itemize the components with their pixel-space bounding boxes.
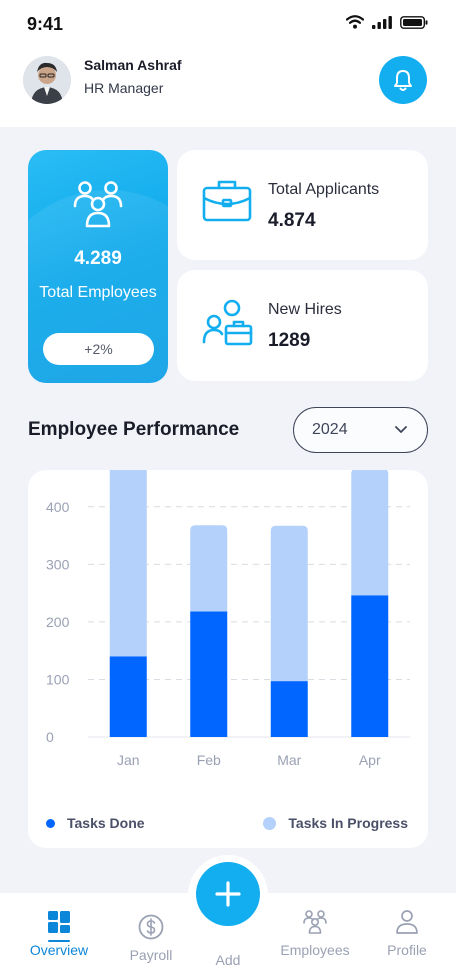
nav-label-payroll: Payroll [129, 947, 173, 963]
dollar-icon [138, 914, 164, 940]
legend-swatch-progress [263, 816, 277, 830]
chevron-down-icon [395, 426, 407, 433]
new-hire-icon [202, 299, 253, 346]
nav-add[interactable]: Add [188, 918, 268, 968]
nav-profile[interactable]: Profile [367, 908, 447, 958]
x-tick-label: Feb [197, 752, 221, 768]
plus-icon [215, 881, 241, 907]
bar-tasks-done [109, 656, 147, 737]
user-icon [396, 910, 418, 934]
legend-label-progress: Tasks In Progress [288, 815, 408, 831]
section-title: Employee Performance [28, 419, 240, 440]
x-tick-label: Apr [359, 752, 381, 768]
employees-change-badge: +2% [43, 333, 154, 365]
nav-active-indicator [48, 940, 70, 942]
grid-icon [48, 911, 70, 933]
status-bar: 9:41 [0, 0, 456, 48]
bell-icon [394, 70, 412, 91]
signal-icon [372, 15, 392, 29]
y-tick-label: 200 [46, 614, 70, 630]
nav-overview[interactable]: Overview [19, 908, 99, 958]
legend-swatch-done [46, 818, 55, 828]
wifi-icon [346, 15, 364, 29]
user-role: HR Manager [84, 80, 164, 96]
x-tick-label: Mar [277, 752, 301, 768]
bar-tasks-in-progress [270, 525, 308, 682]
x-tick-label: Jan [117, 752, 140, 768]
performance-chart: 0 100 200 300 400 Jan Feb Mar Apr [46, 470, 410, 768]
year-select-value: 2024 [312, 421, 348, 438]
bar-tasks-in-progress [109, 470, 147, 657]
status-time: 9:41 [27, 14, 64, 34]
status-icons [346, 15, 428, 29]
bar-tasks-done [351, 595, 389, 737]
total-applicants-card[interactable]: Total Applicants 4.874 [177, 150, 428, 260]
nav-label-add: Add [215, 952, 241, 968]
y-tick-label: 400 [46, 499, 70, 515]
y-tick-label: 0 [46, 729, 54, 745]
bar-tasks-in-progress [351, 470, 389, 596]
add-button[interactable] [196, 862, 260, 926]
new-hires-card[interactable]: New Hires 1289 [177, 270, 428, 381]
new-hires-label: New Hires [268, 301, 342, 318]
nav-payroll[interactable]: Payroll [111, 913, 191, 963]
bar-tasks-done [190, 611, 228, 737]
nav-label-profile: Profile [387, 942, 427, 958]
chart-legend: Tasks Done Tasks In Progress [28, 815, 428, 837]
total-employees-label: Total Employees [39, 284, 157, 301]
nav-label-employees: Employees [280, 942, 350, 958]
user-name: Salman Ashraf [84, 57, 182, 73]
total-employees-card[interactable]: 4.289 Total Employees +2% [28, 150, 168, 383]
total-applicants-label: Total Applicants [268, 181, 380, 198]
users-icon [73, 181, 123, 228]
avatar-photo [23, 56, 71, 104]
briefcase-icon [202, 180, 252, 222]
avatar[interactable] [23, 56, 71, 104]
y-tick-label: 100 [46, 671, 70, 687]
year-select[interactable]: 2024 [293, 407, 428, 453]
nav-employees[interactable]: Employees [275, 908, 355, 958]
battery-icon [400, 15, 428, 29]
legend-tasks-in-progress: Tasks In Progress [263, 815, 408, 831]
y-tick-label: 300 [46, 556, 70, 572]
header-area [0, 0, 456, 127]
users-icon [303, 910, 327, 934]
notifications-button[interactable] [379, 56, 427, 104]
legend-tasks-done: Tasks Done [46, 815, 145, 831]
total-applicants-value: 4.874 [268, 210, 316, 231]
bar-tasks-done [270, 681, 308, 737]
performance-chart-card: 0 100 200 300 400 Jan Feb Mar Apr Tasks Done Tas… [28, 470, 428, 848]
bar-tasks-in-progress [190, 525, 228, 612]
new-hires-value: 1289 [268, 330, 311, 351]
total-employees-value: 4.289 [74, 248, 122, 269]
nav-label-overview: Overview [29, 942, 89, 958]
legend-label-done: Tasks Done [67, 815, 145, 831]
